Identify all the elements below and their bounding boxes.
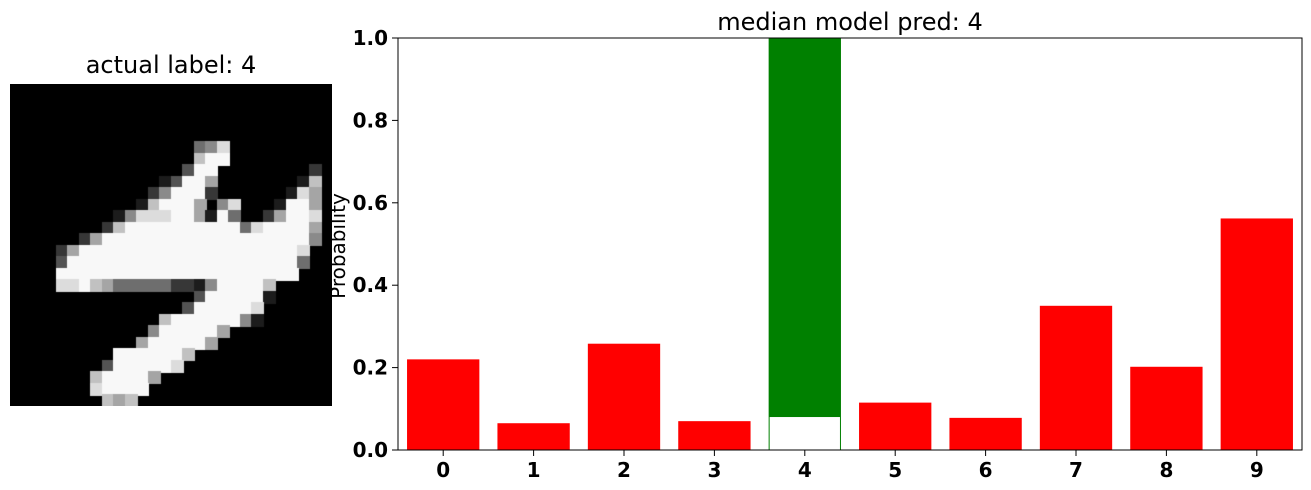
bar-1 (497, 423, 570, 450)
y-tick-label: 0.6 (353, 191, 388, 215)
digit-image (10, 84, 332, 406)
x-tick-label: 2 (617, 458, 631, 482)
y-tick-label: 0.8 (353, 108, 388, 132)
x-tick-label: 6 (979, 458, 993, 482)
y-tick-label: 0.0 (353, 438, 388, 462)
x-tick-label: 0 (436, 458, 450, 482)
y-tick-label: 1.0 (353, 26, 388, 50)
bar-9 (1220, 218, 1293, 450)
x-tick-label: 9 (1250, 458, 1264, 482)
y-axis-label: Probability (326, 193, 350, 299)
bars-group (407, 38, 1293, 450)
y-tick-label: 0.2 (353, 356, 388, 380)
x-tick-label: 1 (527, 458, 541, 482)
axes-frame (397, 37, 1303, 451)
bar-6 (949, 417, 1022, 450)
chart-title: median model pred: 4 (717, 8, 983, 36)
x-ticks-group: 0 1 2 3 4 5 6 7 8 9 (436, 450, 1264, 482)
bar-7 (1039, 305, 1113, 450)
bar-2 (587, 343, 661, 450)
image-title: actual label: 4 (85, 51, 257, 79)
bar-0 (407, 359, 480, 450)
y-tick-label: 0.4 (353, 273, 388, 297)
bar-5 (859, 402, 932, 450)
x-tick-label: 4 (798, 458, 812, 482)
x-tick-label: 3 (707, 458, 721, 482)
bar-8 (1130, 366, 1203, 450)
x-tick-label: 7 (1069, 458, 1083, 482)
x-tick-label: 5 (888, 458, 902, 482)
bar-4 (768, 38, 841, 450)
y-ticks-group: 0.0 0.2 0.4 0.6 0.8 1.0 (353, 26, 398, 462)
bar-3 (678, 421, 751, 450)
x-tick-label: 8 (1159, 458, 1173, 482)
inner-bar-4 (769, 417, 840, 450)
